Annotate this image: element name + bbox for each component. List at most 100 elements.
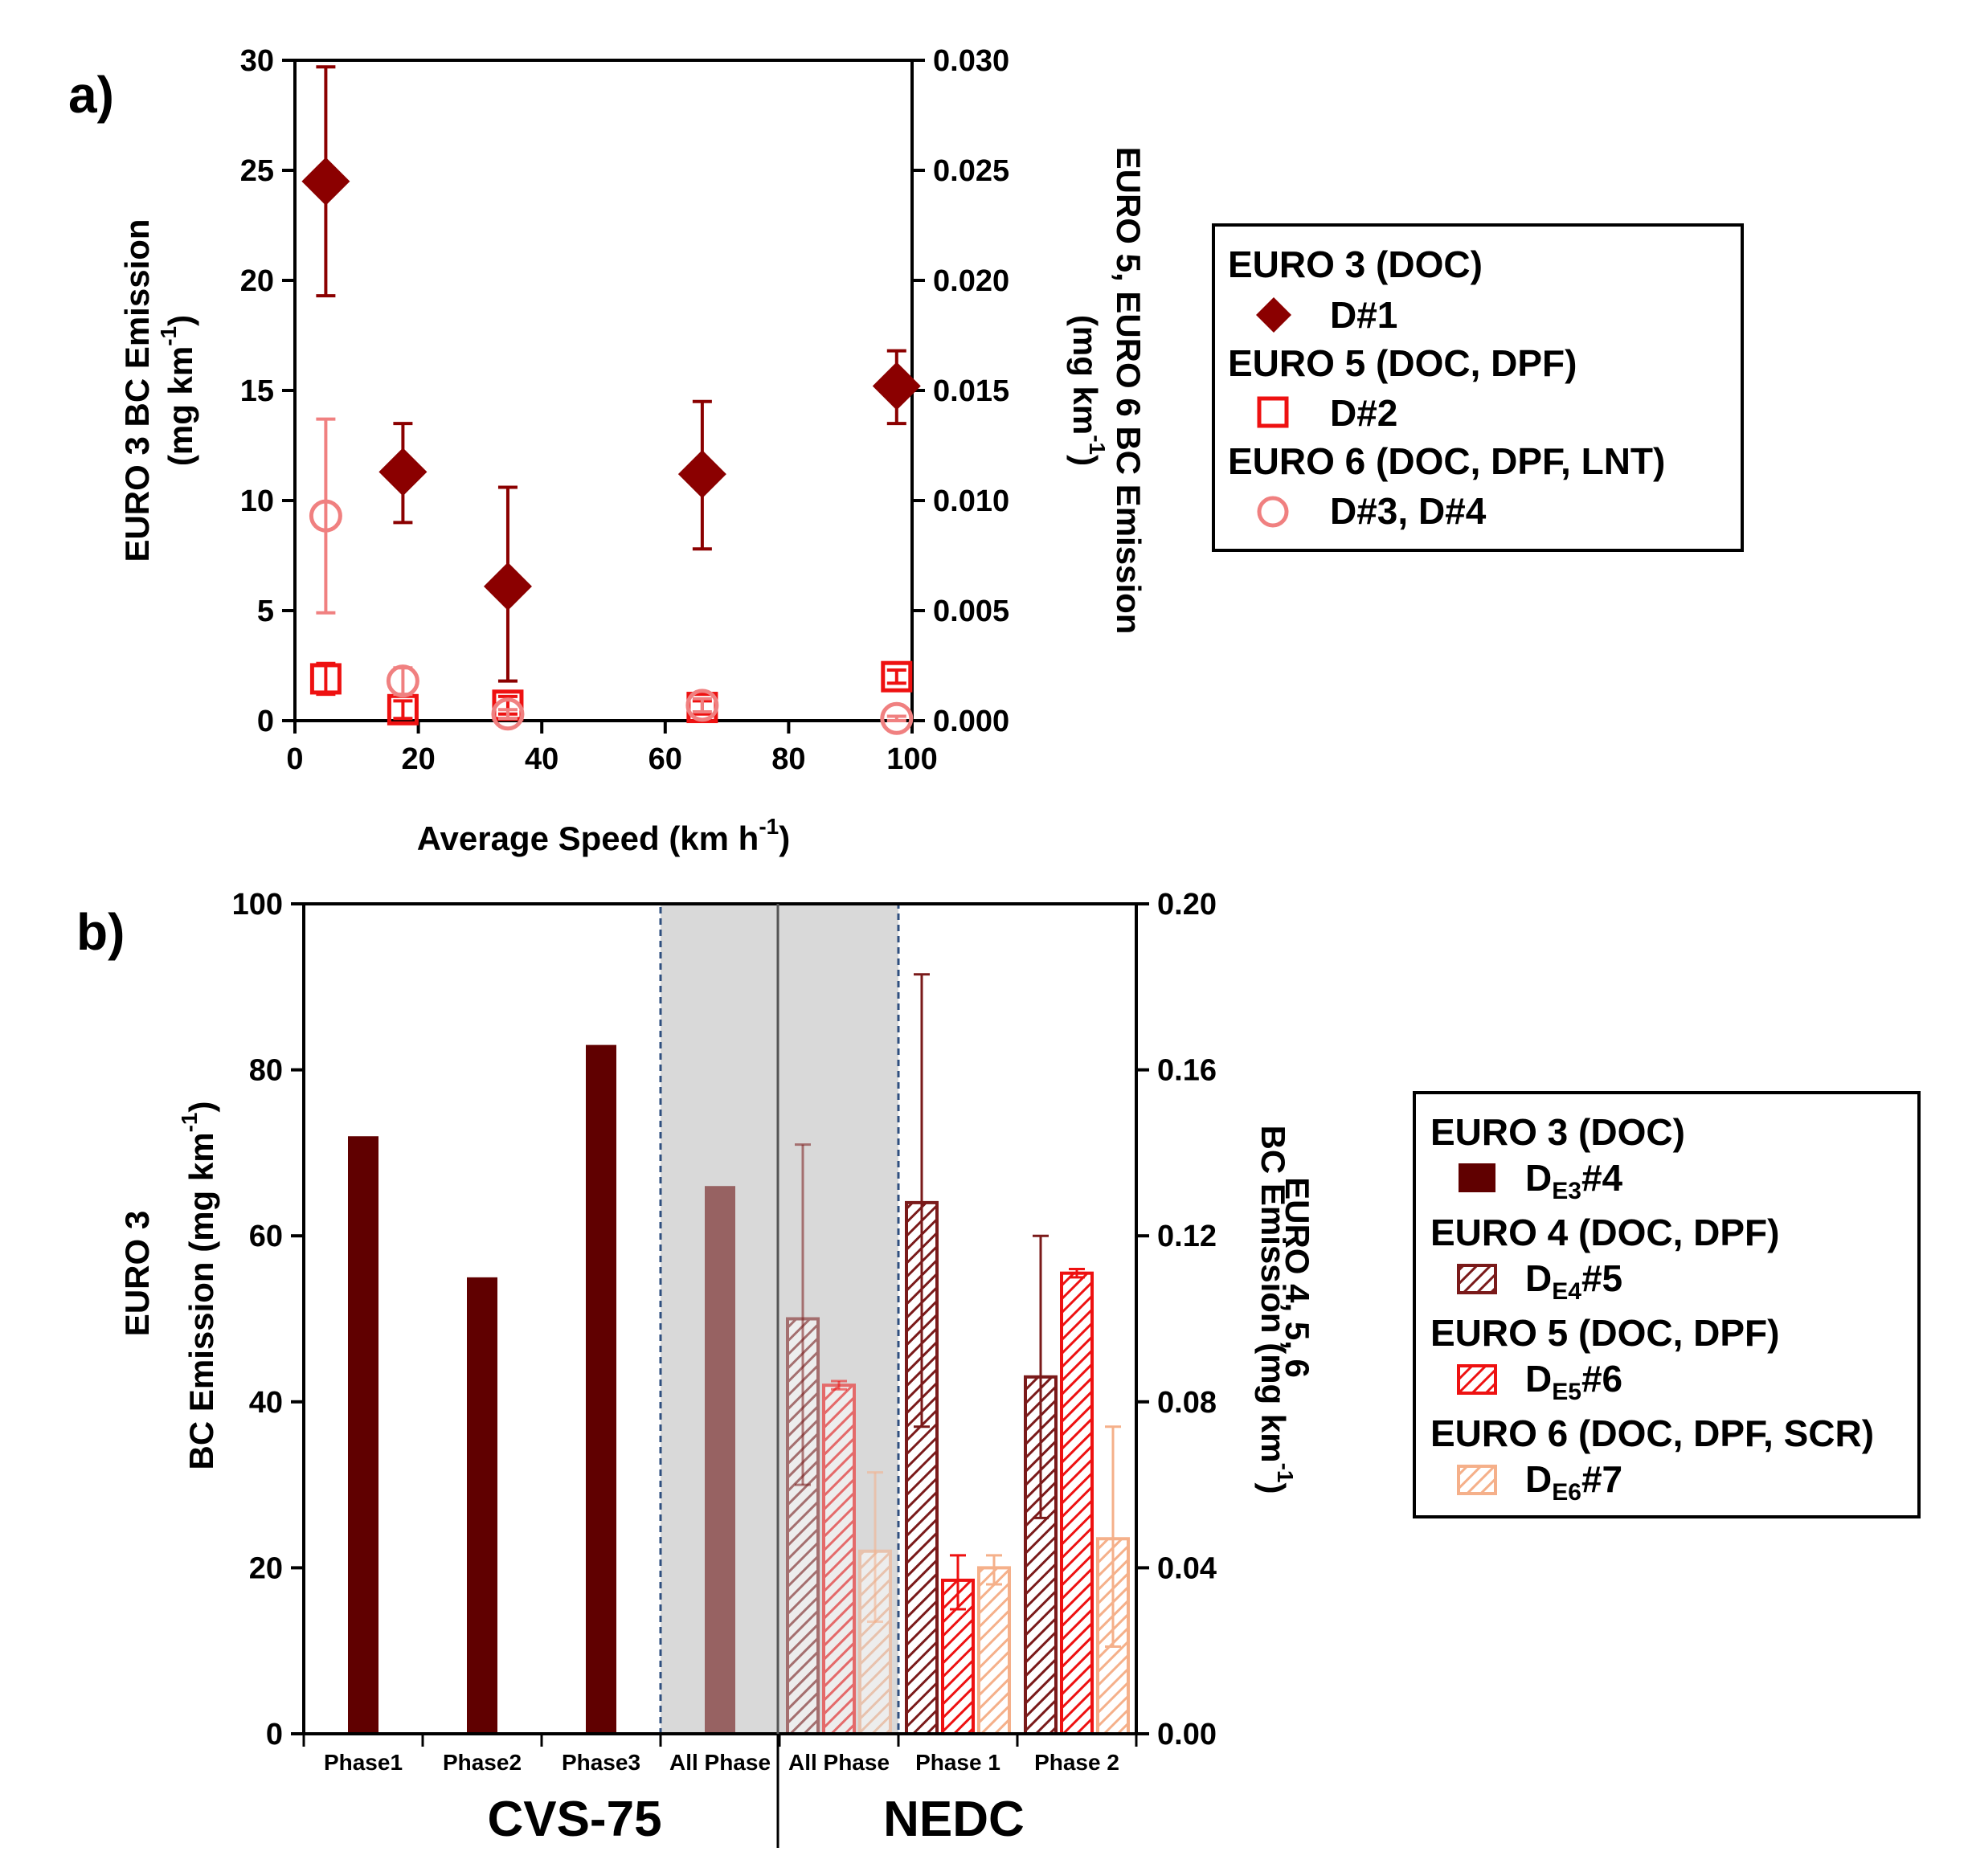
y-right-tick-label: 0.030 xyxy=(933,44,1009,78)
panel-a-plot: 0 20 40 60 80 100 0 5 10 15 20 25 30 0.000 0.005 0.010 0… xyxy=(240,44,1009,776)
panel-b-right-axis-title-line1: EURO 4, 5, 6 xyxy=(1279,1177,1316,1378)
x-category-label: Phase 1 xyxy=(915,1750,1000,1775)
data-point-d3-d4 xyxy=(491,697,525,731)
panel-b-marks xyxy=(348,973,1130,1736)
legend-b-swatch-e6 xyxy=(1457,1465,1497,1495)
bar-de3-4 xyxy=(348,1136,378,1734)
legend-b-item-e6: DE6#7 xyxy=(1525,1458,1622,1506)
legend-a-group-euro5: EURO 5 (DOC, DPF) xyxy=(1228,342,1577,384)
legend-b-item-e4: DE4#5 xyxy=(1525,1257,1622,1305)
data-point-d1 xyxy=(483,562,532,611)
legend-b-swatch-e5 xyxy=(1457,1364,1497,1395)
x-category-label: Phase1 xyxy=(324,1750,403,1775)
y-right-tick-label: 0.000 xyxy=(933,705,1009,738)
y-left-tick-label: 20 xyxy=(249,1551,283,1585)
x-category-label: Phase 2 xyxy=(1034,1750,1119,1775)
legend-b-item-e5: DE5#6 xyxy=(1525,1358,1622,1405)
data-point-d1 xyxy=(378,448,428,497)
bar-de5-6 xyxy=(1060,1271,1094,1736)
y-left-tick-label: 10 xyxy=(240,484,274,518)
panel-b-legend: EURO 3 (DOC) DE3#4 EURO 4 (DOC, DPF) DE4… xyxy=(1413,1091,1921,1518)
y-right-tick-label: 0.00 xyxy=(1157,1718,1217,1751)
x-tick-label: 60 xyxy=(648,742,682,776)
legend-a-group-euro3: EURO 3 (DOC) xyxy=(1228,243,1483,285)
y-left-tick-label: 40 xyxy=(249,1386,283,1420)
x-category-label: All Phase xyxy=(788,1750,890,1775)
panel-b-ticks: 0 20 40 60 80 100 0.00 0.04 0.08 0.12 0.16 0.20 Phas… xyxy=(232,888,1217,1775)
legend-b-group-euro4: EURO 4 (DOC, DPF) xyxy=(1430,1212,1779,1253)
x-tick-label: 0 xyxy=(286,742,303,776)
y-left-tick-label: 5 xyxy=(257,595,274,628)
y-left-tick-label: 60 xyxy=(249,1220,283,1253)
x-tick-label: 20 xyxy=(401,742,435,776)
svg-text:EURO 5, EURO 6 BC Emission: EURO 5, EURO 6 BC Emission xyxy=(1110,147,1148,635)
legend-b-group-euro6: EURO 6 (DOC, DPF, SCR) xyxy=(1430,1412,1874,1454)
data-point-d2 xyxy=(309,663,342,695)
panel-b-right-axis-title-line2: BC Emission (mg km-1) xyxy=(1254,1126,1298,1494)
x-tick-label: 80 xyxy=(771,742,805,776)
panel-a-ticks: 0 20 40 60 80 100 0 5 10 15 20 25 30 0.000 0.005 0.010 0… xyxy=(240,44,1009,776)
x-category-label: Phase3 xyxy=(562,1750,640,1775)
legend-a-group-euro6: EURO 6 (DOC, DPF, LNT) xyxy=(1228,440,1665,482)
legend-a-item-d1: D#1 xyxy=(1330,294,1397,336)
panel-a-legend: EURO 3 (DOC) D#1 EURO 5 (DOC, DPF) D#2 E… xyxy=(1212,223,1744,552)
y-left-tick-label: 15 xyxy=(240,374,274,408)
x-tick-label: 40 xyxy=(525,742,558,776)
panel-a-label: a) xyxy=(68,66,114,124)
y-left-tick-label: 25 xyxy=(240,154,274,188)
y-right-tick-label: 0.025 xyxy=(933,154,1009,188)
y-left-tick-label: 0 xyxy=(266,1718,283,1751)
panel-a-right-axis-title: EURO 5, EURO 6 BC Emission (mg km-1) xyxy=(1066,147,1148,635)
panel-b-label: b) xyxy=(76,903,125,961)
panel-a-legend-box xyxy=(1212,223,1744,552)
group-label-nedc: NEDC xyxy=(883,1792,1025,1847)
panel-a-marks xyxy=(301,65,921,735)
bar-de5-6 xyxy=(822,1383,856,1735)
data-point-d3-d4 xyxy=(880,701,914,735)
panel-b-legend-box xyxy=(1413,1091,1921,1518)
legend-b-group-euro5: EURO 5 (DOC, DPF) xyxy=(1430,1312,1779,1354)
bar-de3-4 xyxy=(467,1277,497,1734)
data-point-d2 xyxy=(881,660,913,693)
svg-text:(mg km-1): (mg km-1) xyxy=(1066,315,1110,466)
y-left-tick-label: 20 xyxy=(240,264,274,298)
svg-text:(mg km-1): (mg km-1) xyxy=(156,315,199,466)
data-point-d1 xyxy=(872,362,921,411)
x-tick-label: 100 xyxy=(886,742,937,776)
y-right-tick-label: 0.04 xyxy=(1157,1551,1217,1585)
data-point-d1 xyxy=(301,157,350,206)
panel-b-left-axis-title-line2: BC Emission (mg km-1) xyxy=(177,1101,220,1470)
y-right-tick-label: 0.015 xyxy=(933,374,1009,408)
y-left-tick-label: 0 xyxy=(257,705,274,738)
legend-b-group-euro3: EURO 3 (DOC) xyxy=(1430,1111,1685,1153)
x-category-label: Phase2 xyxy=(443,1750,522,1775)
y-right-tick-label: 0.12 xyxy=(1157,1220,1217,1253)
x-category-label: All Phase xyxy=(669,1750,771,1775)
panel-a-x-axis-title: Average Speed (km h-1) xyxy=(417,814,791,857)
legend-a-item-d2: D#2 xyxy=(1330,392,1397,434)
data-point-d3-d4 xyxy=(685,689,719,722)
y-right-tick-label: 0.08 xyxy=(1157,1386,1217,1420)
legend-a-diamond-icon xyxy=(1256,297,1291,333)
bar-de3-4 xyxy=(705,1186,735,1734)
data-point-d3-d4 xyxy=(309,499,342,533)
data-point-d1 xyxy=(677,450,726,499)
y-right-tick-label: 0.16 xyxy=(1157,1054,1217,1088)
panel-a-left-axis-title: EURO 3 BC Emission (mg km-1) xyxy=(118,219,199,562)
y-right-tick-label: 0.010 xyxy=(933,484,1009,518)
legend-a-item-d3-d4: D#3, D#4 xyxy=(1330,490,1487,532)
y-left-tick-label: 80 xyxy=(249,1054,283,1088)
y-left-tick-label: 30 xyxy=(240,44,274,78)
y-left-tick-label: 100 xyxy=(232,888,283,922)
bar-de6-7 xyxy=(977,1566,1011,1736)
data-point-d3-d4 xyxy=(386,664,419,698)
y-right-tick-label: 0.20 xyxy=(1157,888,1217,922)
svg-text:EURO 3 BC Emission: EURO 3 BC Emission xyxy=(118,219,156,562)
panel-b-left-axis-title-line1: EURO 3 xyxy=(118,1211,156,1336)
legend-b-swatch-e3 xyxy=(1459,1163,1495,1192)
bar-de3-4 xyxy=(586,1044,616,1734)
group-label-cvs75: CVS-75 xyxy=(487,1792,661,1847)
panel-b-plot: 0 20 40 60 80 100 0.00 0.04 0.08 0.12 0.16 0.20 Phas… xyxy=(232,888,1217,1848)
y-right-tick-label: 0.020 xyxy=(933,264,1009,298)
